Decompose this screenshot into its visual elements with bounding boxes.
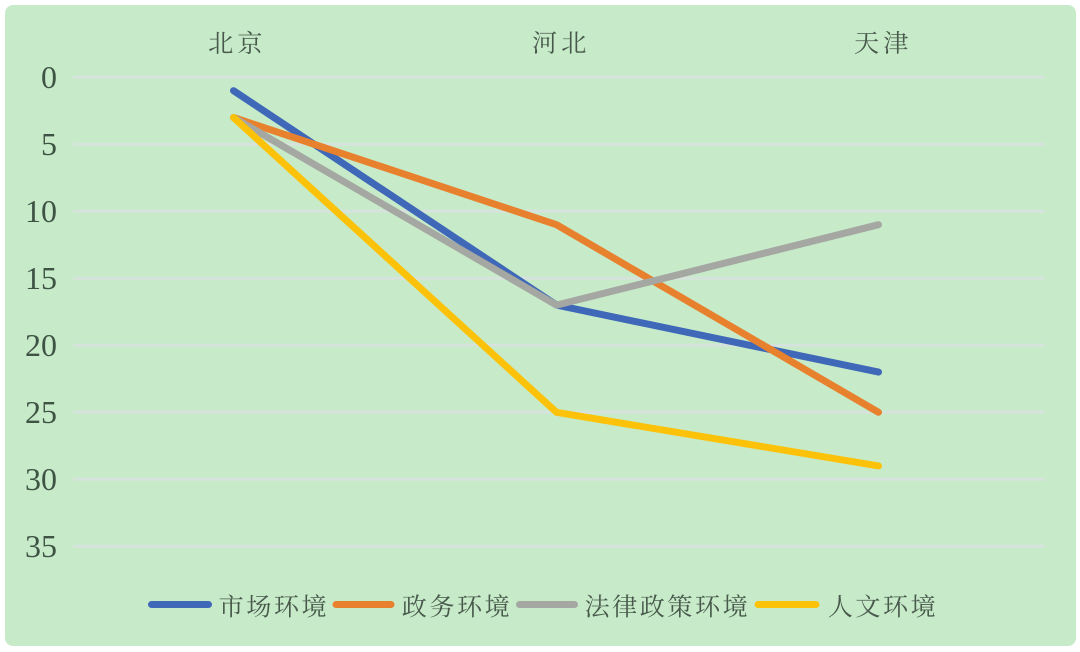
svg-text:35: 35 [25, 528, 57, 564]
svg-text:10: 10 [25, 193, 57, 229]
svg-text:30: 30 [25, 461, 57, 497]
svg-text:5: 5 [41, 126, 57, 162]
svg-text:0: 0 [41, 59, 57, 95]
svg-text:20: 20 [25, 327, 57, 363]
svg-text:25: 25 [25, 394, 57, 430]
svg-text:15: 15 [25, 260, 57, 296]
